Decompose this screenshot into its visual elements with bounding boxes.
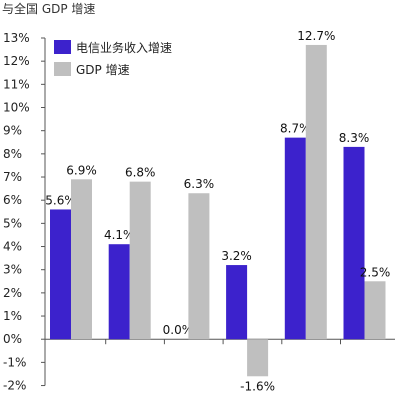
y-tick-label: -2% xyxy=(3,379,26,393)
bar-series2 xyxy=(364,281,386,340)
page-title: 与全国 GDP 增速 xyxy=(2,2,96,16)
data-label: 5.6% xyxy=(45,193,76,207)
bar-series2 xyxy=(129,181,151,340)
bar-series1 xyxy=(108,244,130,340)
bar-series1 xyxy=(50,209,71,340)
y-tick-label: 1% xyxy=(3,309,22,323)
data-label: -1.6% xyxy=(240,379,275,393)
bar-series2 xyxy=(305,44,327,340)
bar-series1 xyxy=(343,146,365,340)
data-label: 6.3% xyxy=(184,177,215,191)
y-tick-label: -1% xyxy=(3,355,26,369)
y-tick-label: 13% xyxy=(3,31,30,45)
bar-series1 xyxy=(226,265,248,340)
y-tick-label: 9% xyxy=(3,124,22,138)
bar-series1 xyxy=(284,137,306,340)
y-tick-label: 5% xyxy=(3,216,22,230)
y-tick-label: 11% xyxy=(3,77,30,91)
data-label: 2.5% xyxy=(360,265,391,279)
legend-swatch xyxy=(54,40,71,54)
y-tick-label: 0% xyxy=(3,332,22,346)
data-label: 8.7% xyxy=(280,122,311,136)
legend-label: 电信业务收入增速 xyxy=(76,40,172,55)
data-label: 6.8% xyxy=(125,166,156,180)
data-label: 4.1% xyxy=(104,228,135,242)
y-tick-label: 8% xyxy=(3,147,22,161)
bar-series2 xyxy=(247,339,269,377)
y-tick-label: 7% xyxy=(3,170,22,184)
y-tick-label: 3% xyxy=(3,263,22,277)
data-label: 3.2% xyxy=(221,249,252,263)
data-label: 0.0% xyxy=(163,323,194,337)
legend-swatch xyxy=(54,62,71,76)
data-label: 12.7% xyxy=(297,29,335,43)
y-tick-label: 10% xyxy=(3,101,30,115)
bar-series2 xyxy=(71,179,92,340)
legend-label: GDP 增速 xyxy=(76,63,130,77)
data-label: 6.9% xyxy=(66,163,97,177)
y-tick-label: 6% xyxy=(3,193,22,207)
y-tick-label: 12% xyxy=(3,54,30,68)
data-label: 8.3% xyxy=(339,131,370,145)
y-tick-label: 4% xyxy=(3,240,22,254)
y-tick-label: 2% xyxy=(3,286,22,300)
bar-series2 xyxy=(188,193,210,340)
